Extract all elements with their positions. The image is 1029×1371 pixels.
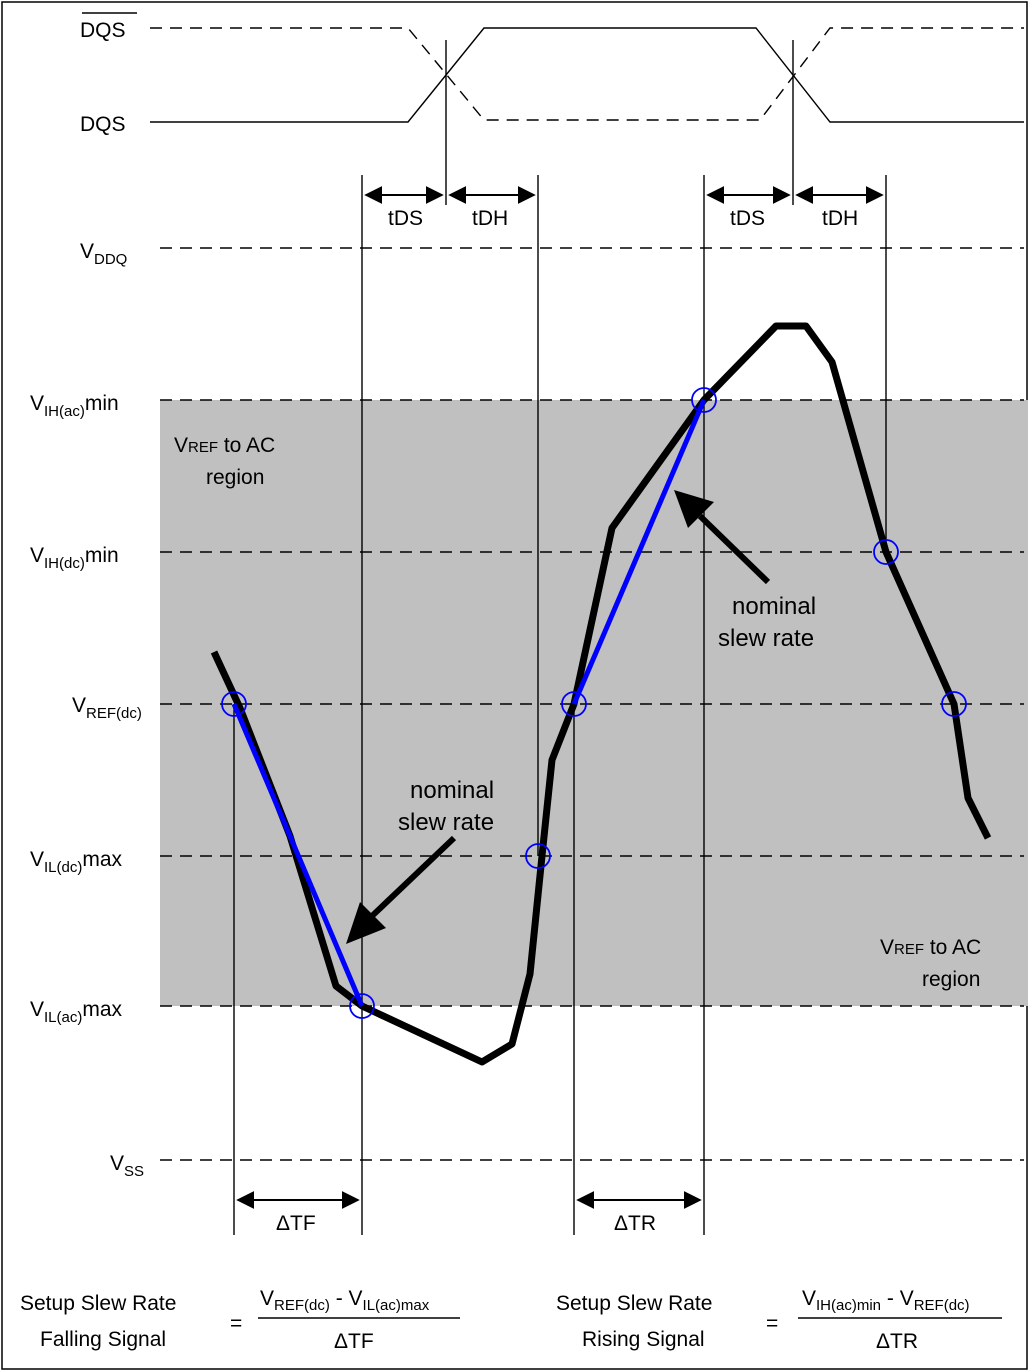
right-nominal-label-line2: slew rate	[718, 625, 814, 652]
rising-formula: Setup Slew Rate Rising Signal = VIH(ac)m…	[556, 1287, 1002, 1353]
level-labels: VDDQ VIH(ac)min VIH(dc)min VREF(dc) VIL(…	[30, 240, 144, 1180]
marker-rising-vil-dc	[525, 843, 551, 869]
timing-arrows: tDS tDH tDS tDH	[364, 186, 884, 230]
lower-region-label-line1: VREF to AC	[880, 936, 981, 959]
dqs-bar-label: DQS	[80, 19, 126, 42]
vref-to-ac-region-lower	[160, 704, 1028, 1006]
marker-falling-vref	[221, 691, 247, 717]
vih-ac-label: VIH(ac)min	[30, 392, 119, 420]
marker-falling-vih-dc	[873, 539, 899, 565]
dqs-trace	[150, 27, 1024, 123]
upper-region-label-line1: VREF to AC	[174, 434, 275, 457]
tds-label-2: tDS	[730, 207, 765, 230]
delta-tf-label: ΔTF	[276, 1212, 316, 1235]
falling-nominal-slew-line	[231, 703, 365, 1007]
crossing-markers	[221, 387, 967, 1019]
vddq-label: VDDQ	[80, 240, 127, 268]
rising-nominal-slew-line	[571, 399, 707, 705]
marker-falling-vil-ac	[349, 993, 375, 1019]
right-annotation-arrow-shaft	[697, 513, 771, 585]
right-nominal-label-line1: nominal	[732, 593, 816, 620]
rising-formula-numerator: VIH(ac)min - VREF(dc)	[802, 1287, 970, 1314]
rising-formula-equals: =	[766, 1312, 778, 1335]
dqs-signals: DQS DQS	[80, 12, 1024, 136]
vref-dc-label: VREF(dc)	[72, 694, 142, 722]
delta-tr-label: ΔTR	[614, 1212, 656, 1235]
vss-label: VSS	[110, 1152, 144, 1180]
annotation-arrows	[346, 490, 771, 944]
left-nominal-label-line2: slew rate	[398, 809, 494, 836]
vil-dc-label: VIL(dc)max	[30, 848, 123, 876]
falling-formula-title-line2: Falling Signal	[40, 1328, 166, 1351]
vil-ac-label: VIL(ac)max	[30, 998, 123, 1026]
upper-region-label-line2: region	[206, 466, 264, 489]
falling-formula-title-line1: Setup Slew Rate	[20, 1292, 176, 1315]
level-lines	[160, 247, 1024, 1161]
dqs-label: DQS	[80, 113, 126, 136]
left-annotation-arrow-head	[346, 902, 386, 944]
tdh-label-2: tDH	[822, 207, 858, 230]
marker-rising-vref	[561, 691, 587, 717]
falling-formula: Setup Slew Rate Falling Signal = VREF(dc…	[20, 1287, 460, 1353]
left-nominal-label-line1: nominal	[410, 777, 494, 804]
lower-region-label-line2: region	[922, 968, 980, 991]
marker-rising-vih-ac	[691, 387, 717, 413]
rising-formula-title-line1: Setup Slew Rate	[556, 1292, 712, 1315]
signal-waveform	[210, 322, 992, 1066]
right-annotation-arrow-head	[674, 490, 714, 528]
delta-arrows: ΔTF ΔTR	[236, 1191, 702, 1235]
marker-falling-vref-2	[941, 691, 967, 717]
vih-dc-label: VIH(dc)min	[30, 544, 119, 572]
tds-label-1: tDS	[388, 207, 423, 230]
rising-formula-denominator: ΔTR	[876, 1330, 918, 1353]
rising-formula-title-line2: Rising Signal	[582, 1328, 705, 1351]
falling-formula-denominator: ΔTF	[334, 1330, 374, 1353]
vertical-reference-lines	[233, 40, 887, 1235]
tdh-label-1: tDH	[472, 207, 508, 230]
dqs-bar-trace	[150, 27, 1024, 121]
falling-formula-equals: =	[230, 1312, 242, 1335]
left-annotation-arrow-shaft	[369, 835, 457, 919]
falling-formula-numerator: VREF(dc) - VIL(ac)max	[260, 1287, 430, 1314]
